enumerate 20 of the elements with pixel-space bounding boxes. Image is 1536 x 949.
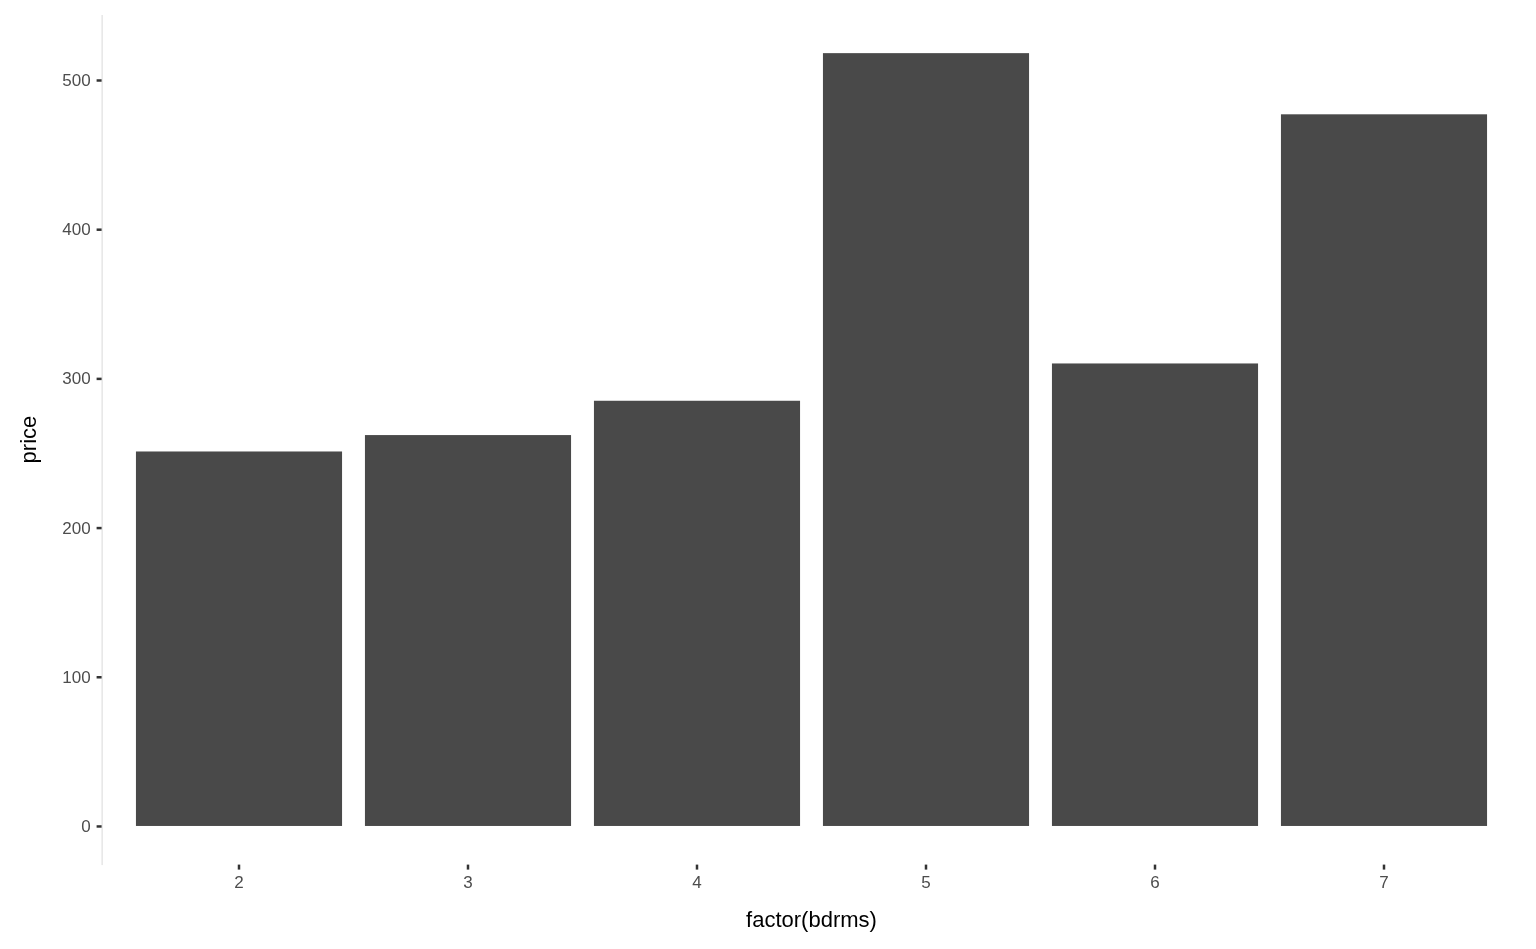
bar	[1280, 114, 1488, 826]
x-tick-label: 7	[1379, 872, 1389, 892]
bar	[135, 451, 343, 826]
y-tick-label: 400	[62, 220, 91, 240]
x-tick-label: 3	[463, 872, 473, 892]
y-tick-label: 500	[62, 70, 91, 90]
x-tick-label: 6	[1150, 872, 1160, 892]
bar	[822, 53, 1030, 826]
bar	[593, 400, 801, 826]
y-tick-label: 0	[81, 816, 91, 836]
bar	[364, 435, 572, 826]
bar	[1051, 363, 1259, 826]
x-tick-label: 2	[234, 872, 244, 892]
y-axis-title: price	[16, 415, 41, 464]
y-tick-label: 200	[62, 518, 91, 538]
y-tick-label: 300	[62, 369, 91, 389]
y-tick-label: 100	[62, 667, 91, 687]
x-axis-title: factor(bdrms)	[746, 907, 877, 932]
x-tick-label: 4	[692, 872, 702, 892]
x-tick-label: 5	[921, 872, 931, 892]
